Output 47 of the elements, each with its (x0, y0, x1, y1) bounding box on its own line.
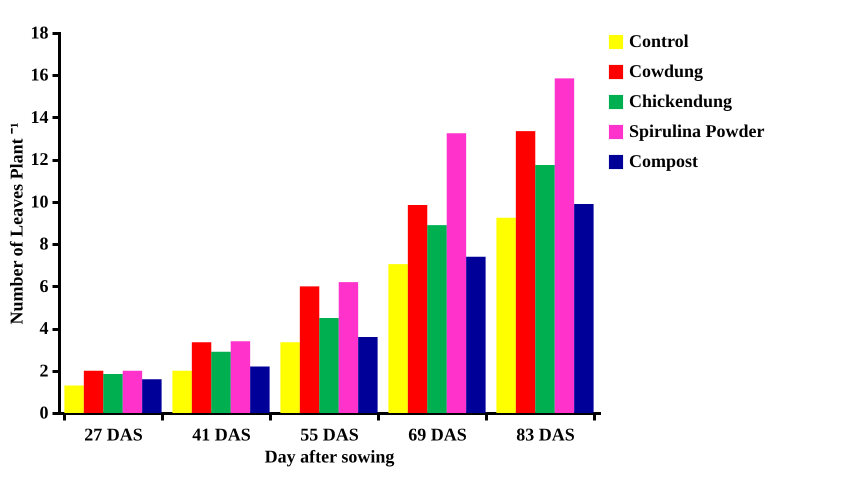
bar (466, 256, 486, 413)
legend-label: Cowdung (629, 61, 704, 81)
bar (103, 374, 123, 413)
bar (250, 366, 270, 413)
legend-label: Control (629, 31, 689, 51)
bar (535, 164, 555, 413)
y-tick-label: 6 (40, 276, 48, 296)
legend-label: Chickendung (629, 91, 732, 111)
bar (230, 341, 250, 413)
y-tick-label: 2 (40, 360, 48, 380)
x-tick-label: 41 DAS (192, 424, 251, 444)
y-axis-title: Number of Leaves Plant ⁻¹ (6, 122, 26, 325)
bar (496, 218, 516, 413)
bar (211, 352, 231, 413)
x-tick-label: 69 DAS (408, 424, 467, 444)
bar (408, 205, 428, 413)
legend-label: Compost (629, 151, 698, 171)
x-tick-label: 83 DAS (516, 424, 575, 444)
bar (338, 282, 358, 413)
bar (516, 131, 536, 413)
bar (84, 370, 104, 413)
bar (64, 386, 84, 413)
bar (300, 286, 320, 413)
x-tick-label: 55 DAS (300, 424, 359, 444)
x-tick-label: 27 DAS (84, 424, 143, 444)
bar (122, 370, 142, 413)
bar (142, 379, 162, 413)
x-axis-title: Day after sowing (264, 446, 394, 466)
bar (319, 318, 339, 413)
bar (280, 342, 300, 413)
y-tick-label: 4 (40, 318, 48, 338)
y-tick-label: 10 (30, 191, 48, 212)
bar (358, 337, 378, 413)
y-tick-label: 14 (30, 106, 48, 127)
y-tick-label: 0 (40, 402, 48, 422)
y-tick-label: 12 (30, 149, 48, 170)
bar (192, 342, 212, 413)
y-tick-label: 18 (30, 22, 48, 42)
bar (554, 78, 574, 413)
bar (446, 133, 466, 413)
bar (388, 264, 408, 413)
bar (574, 204, 594, 413)
y-tick-label: 8 (40, 234, 48, 254)
bar (172, 370, 192, 413)
y-tick-label: 16 (30, 64, 48, 85)
bar (427, 225, 447, 413)
legend-label: Spirulina Powder (629, 121, 765, 141)
